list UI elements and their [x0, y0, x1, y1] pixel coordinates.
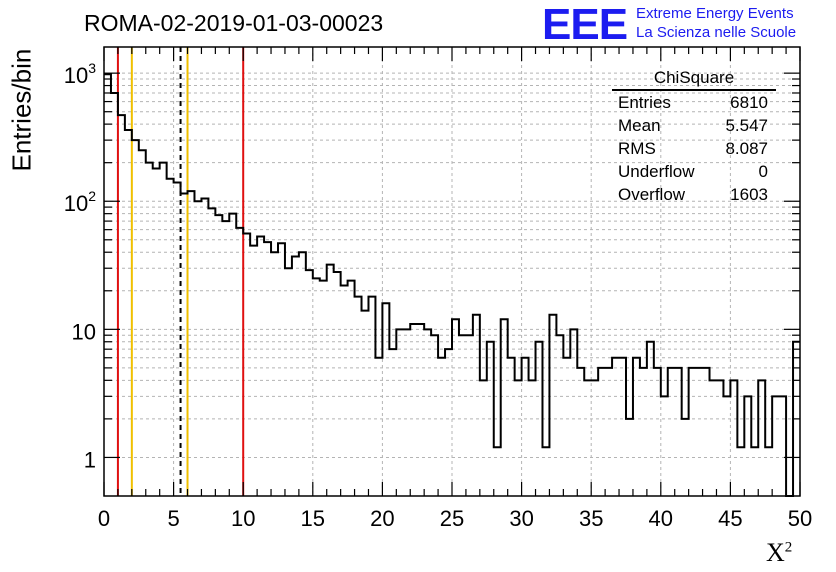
stats-value: 1603 — [730, 185, 768, 204]
stats-title: ChiSquare — [653, 68, 735, 87]
y-axis-label: Entries/bin — [6, 48, 37, 172]
logo-line-1: Extreme Energy Events — [636, 5, 794, 22]
x-tick-label: 35 — [579, 506, 603, 531]
stats-row-mean: Mean 5.547 — [618, 116, 768, 138]
y-tick-label: 10 — [72, 319, 96, 344]
x-tick-label: 25 — [440, 506, 464, 531]
x-tick-label: 30 — [509, 506, 533, 531]
x-tick-label: 50 — [788, 506, 812, 531]
x-tick-label: 40 — [649, 506, 673, 531]
stats-value: 0 — [758, 162, 768, 181]
stats-box: ChiSquare Entries 6810 Mean 5.547 RMS 8.… — [612, 66, 776, 206]
stats-label: Entries — [618, 93, 671, 112]
y-tick-labels: 1 10 102 103 — [64, 60, 96, 472]
stats-value: 5.547 — [725, 116, 768, 135]
histogram-series — [104, 73, 800, 497]
x-axis-label-base: X — [766, 538, 785, 567]
stats-row-entries: Entries 6810 — [618, 93, 768, 115]
chart-title: ROMA-02-2019-01-03-00023 — [84, 10, 384, 36]
stats-row-rms: RMS 8.087 — [618, 139, 768, 161]
stats-label: Mean — [618, 116, 661, 135]
x-tick-label: 45 — [718, 506, 742, 531]
marker-lines — [116, 47, 245, 496]
logo-line-2: La Scienza nelle Scuole — [636, 24, 797, 41]
x-tick-label: 15 — [301, 506, 325, 531]
y-tick-label: 102 — [64, 188, 96, 216]
x-axis-label-exponent: 2 — [784, 539, 793, 556]
y-tick-label: 103 — [64, 60, 96, 88]
stats-row-overflow: Overflow 1603 — [618, 185, 768, 207]
stats-label: Underflow — [618, 162, 695, 181]
stats-value: 8.087 — [725, 139, 768, 158]
x-axis-label: X2 — [766, 538, 792, 568]
stats-row-underflow: Underflow 0 — [618, 162, 768, 184]
logo-mark: EEE — [542, 0, 628, 49]
axis-ticks — [103, 47, 801, 496]
x-tick-labels: 0 5 10 15 20 25 30 35 40 45 50 — [98, 506, 812, 531]
x-tick-label: 10 — [231, 506, 255, 531]
stats-divider — [612, 89, 776, 91]
stats-label: Overflow — [618, 185, 686, 204]
stats-value: 6810 — [730, 93, 768, 112]
y-tick-label: 1 — [84, 447, 96, 472]
x-tick-label: 5 — [167, 506, 179, 531]
x-tick-label: 20 — [370, 506, 394, 531]
eee-logo: EEE Extreme Energy Events La Scienza nel… — [542, 0, 832, 49]
stats-label: RMS — [618, 139, 656, 158]
x-tick-label: 0 — [98, 506, 110, 531]
